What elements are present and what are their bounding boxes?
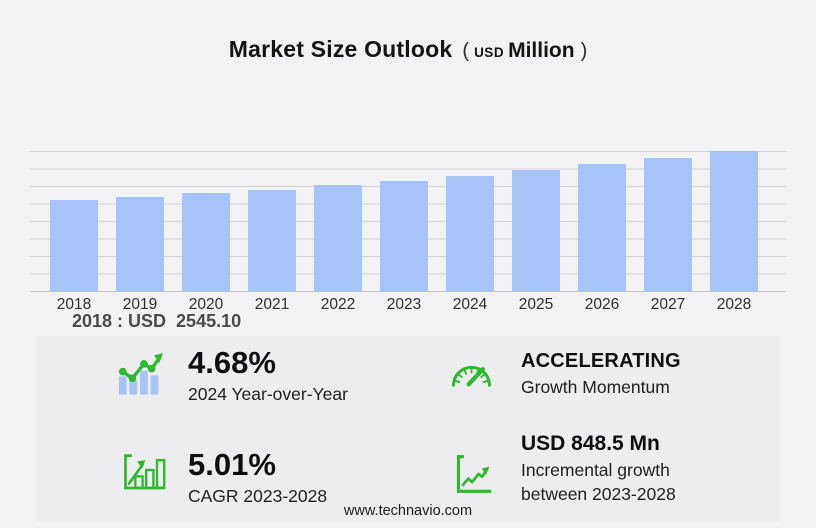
unit-currency: USD [474, 45, 505, 60]
momentum-value: ACCELERATING [521, 350, 681, 372]
incremental-label: Incremental growth between 2023-2028 [521, 460, 676, 504]
x-axis-label-2019: 2019 [122, 296, 158, 313]
bar-2025[interactable] [512, 170, 560, 291]
yoy-value: 4.68% [188, 345, 276, 380]
x-axis-label-2028: 2028 [716, 296, 752, 313]
momentum-label: Growth Momentum [521, 377, 670, 397]
x-axis-label-2025: 2025 [518, 296, 554, 313]
x-axis-label-2027: 2027 [650, 296, 686, 313]
speedometer-icon [452, 365, 491, 387]
unit-name: Million [508, 39, 575, 62]
bar-2022[interactable] [314, 185, 362, 291]
bar-2026[interactable] [578, 163, 626, 291]
chart-title-text: Market Size Outlook [228, 36, 453, 62]
cagr-label: CAGR 2023-2028 [188, 486, 328, 506]
x-axis-label-2020: 2020 [188, 296, 224, 313]
x-axis-label-2021: 2021 [254, 296, 290, 313]
bar-2021[interactable] [248, 190, 296, 291]
cagr-value: 5.01% [188, 447, 276, 482]
incremental-value: USD 848.5 Mn [521, 432, 660, 455]
x-axis-line [30, 291, 786, 292]
bar-2019[interactable] [116, 197, 164, 291]
x-axis-label-2024: 2024 [452, 296, 488, 313]
cagr-bars-icon [124, 454, 166, 490]
stat-incremental: USD 848.5 Mn Incremental growth between … [521, 431, 721, 506]
bar-2028[interactable] [710, 150, 758, 291]
bar-2018[interactable] [50, 199, 98, 291]
stats-panel [36, 336, 780, 522]
unit-close-paren: ) [580, 40, 588, 62]
x-axis-label-2023: 2023 [386, 296, 422, 313]
stat-cagr: 5.01% CAGR 2023-2028 [188, 447, 327, 507]
website-footer: www.technavio.com [343, 503, 473, 519]
stat-momentum: ACCELERATING Growth Momentum [521, 349, 681, 398]
bar-chart [30, 150, 786, 292]
chart-title: Market Size Outlook ( USD Million ) [0, 36, 816, 63]
tooltip-2018-value: 2018 : USD 2545.10 [72, 311, 242, 331]
bar-2020[interactable] [182, 192, 230, 291]
bar-2027[interactable] [644, 157, 692, 291]
incremental-growth-icon [456, 455, 492, 493]
bar-2023[interactable] [380, 181, 428, 291]
x-axis-label-2026: 2026 [584, 296, 620, 313]
unit-open-paren: ( [462, 40, 470, 62]
x-axis-label-2022: 2022 [320, 296, 356, 313]
yoy-label: 2024 Year-over-Year [188, 384, 348, 404]
x-axis-labels: 2018 2019 2020 2021 2022 2023 2024 2025 2026 2027… [30, 296, 786, 316]
x-axis-label-2018: 2018 [56, 296, 92, 313]
stat-yoy: 4.68% 2024 Year-over-Year [188, 345, 348, 405]
bar-2024[interactable] [446, 175, 494, 291]
growth-trend-icon [118, 353, 164, 395]
